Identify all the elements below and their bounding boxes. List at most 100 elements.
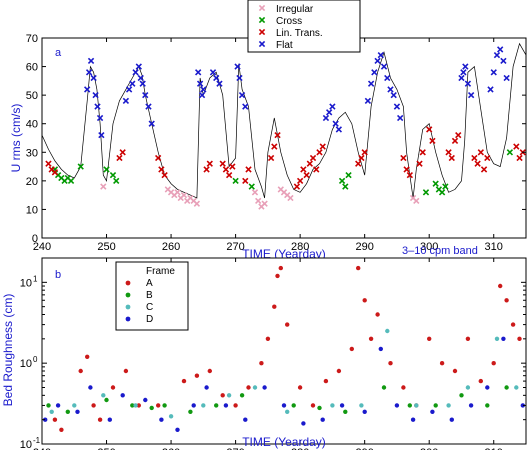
panel-a-point-flat	[377, 51, 384, 59]
panel-a-point-cross	[77, 163, 84, 170]
panel-a-point-flat	[139, 80, 146, 87]
panel-b-point-b	[459, 393, 464, 398]
panel-b-point-d	[485, 385, 490, 390]
y-tick-label: 10	[20, 277, 32, 289]
panel-b-point-a	[491, 361, 496, 366]
legend-label: Flat	[276, 40, 293, 51]
legend-marker-flat	[258, 40, 266, 48]
panel-a-point-flat	[326, 109, 333, 116]
panel-b-point-d	[120, 393, 125, 398]
panel-b-point-d	[281, 403, 287, 408]
panel-a-point-flat	[364, 97, 372, 105]
panel-a-point-lin-trans-	[154, 154, 162, 162]
panel-b-point-c	[252, 385, 258, 390]
panel-b-point-a	[362, 298, 367, 303]
x-tick-label: 300	[420, 241, 438, 253]
legend-marker-d	[125, 316, 131, 322]
panel-b-point-a	[349, 346, 354, 352]
y-tick-label: 60	[26, 62, 38, 74]
panel-a-point-irregular	[193, 200, 201, 207]
panel-a-point-lin-trans-	[445, 149, 452, 156]
panel-a-point-flat	[92, 91, 99, 99]
panel-b-point-a	[452, 368, 458, 374]
legend-marker-irregular	[258, 4, 266, 12]
x-tick-label: 310	[485, 241, 503, 253]
panel-a-label: a	[55, 47, 62, 59]
panel-b-point-d	[75, 409, 80, 414]
panel-a-point-flat	[94, 103, 101, 110]
panel-b-point-a	[220, 393, 225, 398]
legend-title: Frame	[146, 266, 175, 277]
y-tick-label: 50	[26, 90, 38, 102]
panel-b-point-c	[494, 336, 500, 341]
panel-a-point-cross	[345, 171, 352, 179]
panel-a: 240 250 260 270 280 290 300 310 0 10 20 30 40 50 60 70…	[9, 0, 527, 261]
panel-a-point-lin-trans-	[455, 131, 462, 139]
panel-a-point-lin-trans-	[45, 160, 52, 167]
legend-marker-c	[125, 304, 131, 310]
panel-a-point-flat	[467, 91, 475, 99]
panel-b-point-a	[439, 361, 445, 366]
panel-b-xlabel: TIME (Yearday)	[242, 435, 326, 449]
panel-a-point-flat	[396, 114, 404, 122]
legend-label: A	[146, 278, 153, 289]
panel-a-point-flat	[371, 69, 378, 76]
panel-b-point-b	[317, 405, 322, 411]
panel-b-point-a	[401, 385, 406, 390]
panel-a-point-lin-trans-	[203, 166, 210, 173]
panel-b-point-b	[162, 403, 167, 408]
panel-a-point-lin-trans-	[229, 163, 236, 170]
panel-b-point-c	[226, 393, 232, 398]
panel-a-point-flat	[98, 131, 105, 139]
panel-a-point-flat	[122, 97, 130, 105]
panel-a-point-cross	[342, 183, 349, 190]
panel-b-point-d	[378, 346, 383, 352]
panel-a-point-flat	[322, 114, 330, 122]
panel-a-point-lin-trans-	[358, 154, 365, 162]
x-tick-label: 290	[355, 241, 373, 253]
panel-b-point-a	[78, 368, 83, 374]
panel-a-point-flat	[234, 63, 241, 70]
panel-a-point-flat	[200, 86, 207, 93]
panel-b-point-d	[143, 397, 148, 403]
legend-label: Irregular	[276, 4, 314, 15]
panel-a-point-lin-trans-	[116, 154, 123, 162]
panel-b-point-c	[514, 385, 519, 390]
panel-a-ylabel: U rms (cm/s)	[9, 104, 23, 173]
legend-label: C	[146, 302, 153, 313]
x-tick-label: 260	[162, 447, 180, 450]
panel-b-point-a	[194, 373, 200, 378]
panel-a-point-flat	[84, 86, 91, 93]
panel-b-point-a	[297, 385, 303, 390]
panel-a-point-flat	[493, 51, 501, 59]
panel-a-point-lin-trans-	[309, 154, 317, 162]
panel-b-point-c	[101, 393, 106, 398]
x-tick-label: 250	[97, 447, 115, 450]
panel-a-point-lin-trans-	[355, 160, 362, 167]
panel-a-point-flat	[332, 120, 339, 127]
panel-b-point-a	[110, 385, 116, 390]
panel-a-point-flat	[216, 80, 223, 87]
panel-b-point-a	[504, 298, 509, 303]
panel-b-point-a	[478, 378, 483, 384]
panel-a-point-lin-trans-	[416, 160, 423, 167]
x-tick-label: 280	[291, 241, 309, 253]
panel-b-point-a	[517, 336, 522, 341]
legend-label: B	[146, 290, 153, 301]
panel-b-point-a	[207, 368, 212, 374]
panel-a-point-cross	[422, 189, 430, 196]
panel-b-point-a	[233, 403, 238, 408]
panel-a-point-flat	[90, 74, 97, 82]
panel-a-point-irregular	[174, 189, 181, 196]
panel-a-point-lin-trans-	[225, 171, 233, 179]
panel-b-point-c	[201, 403, 206, 408]
panel-b-point-a	[136, 403, 141, 408]
panel-b-point-b	[104, 397, 109, 403]
panel-a-point-flat	[462, 63, 469, 70]
panel-a-point-flat	[393, 103, 401, 110]
panel-b-markers	[43, 265, 525, 432]
panel-a-point-flat	[329, 103, 336, 110]
